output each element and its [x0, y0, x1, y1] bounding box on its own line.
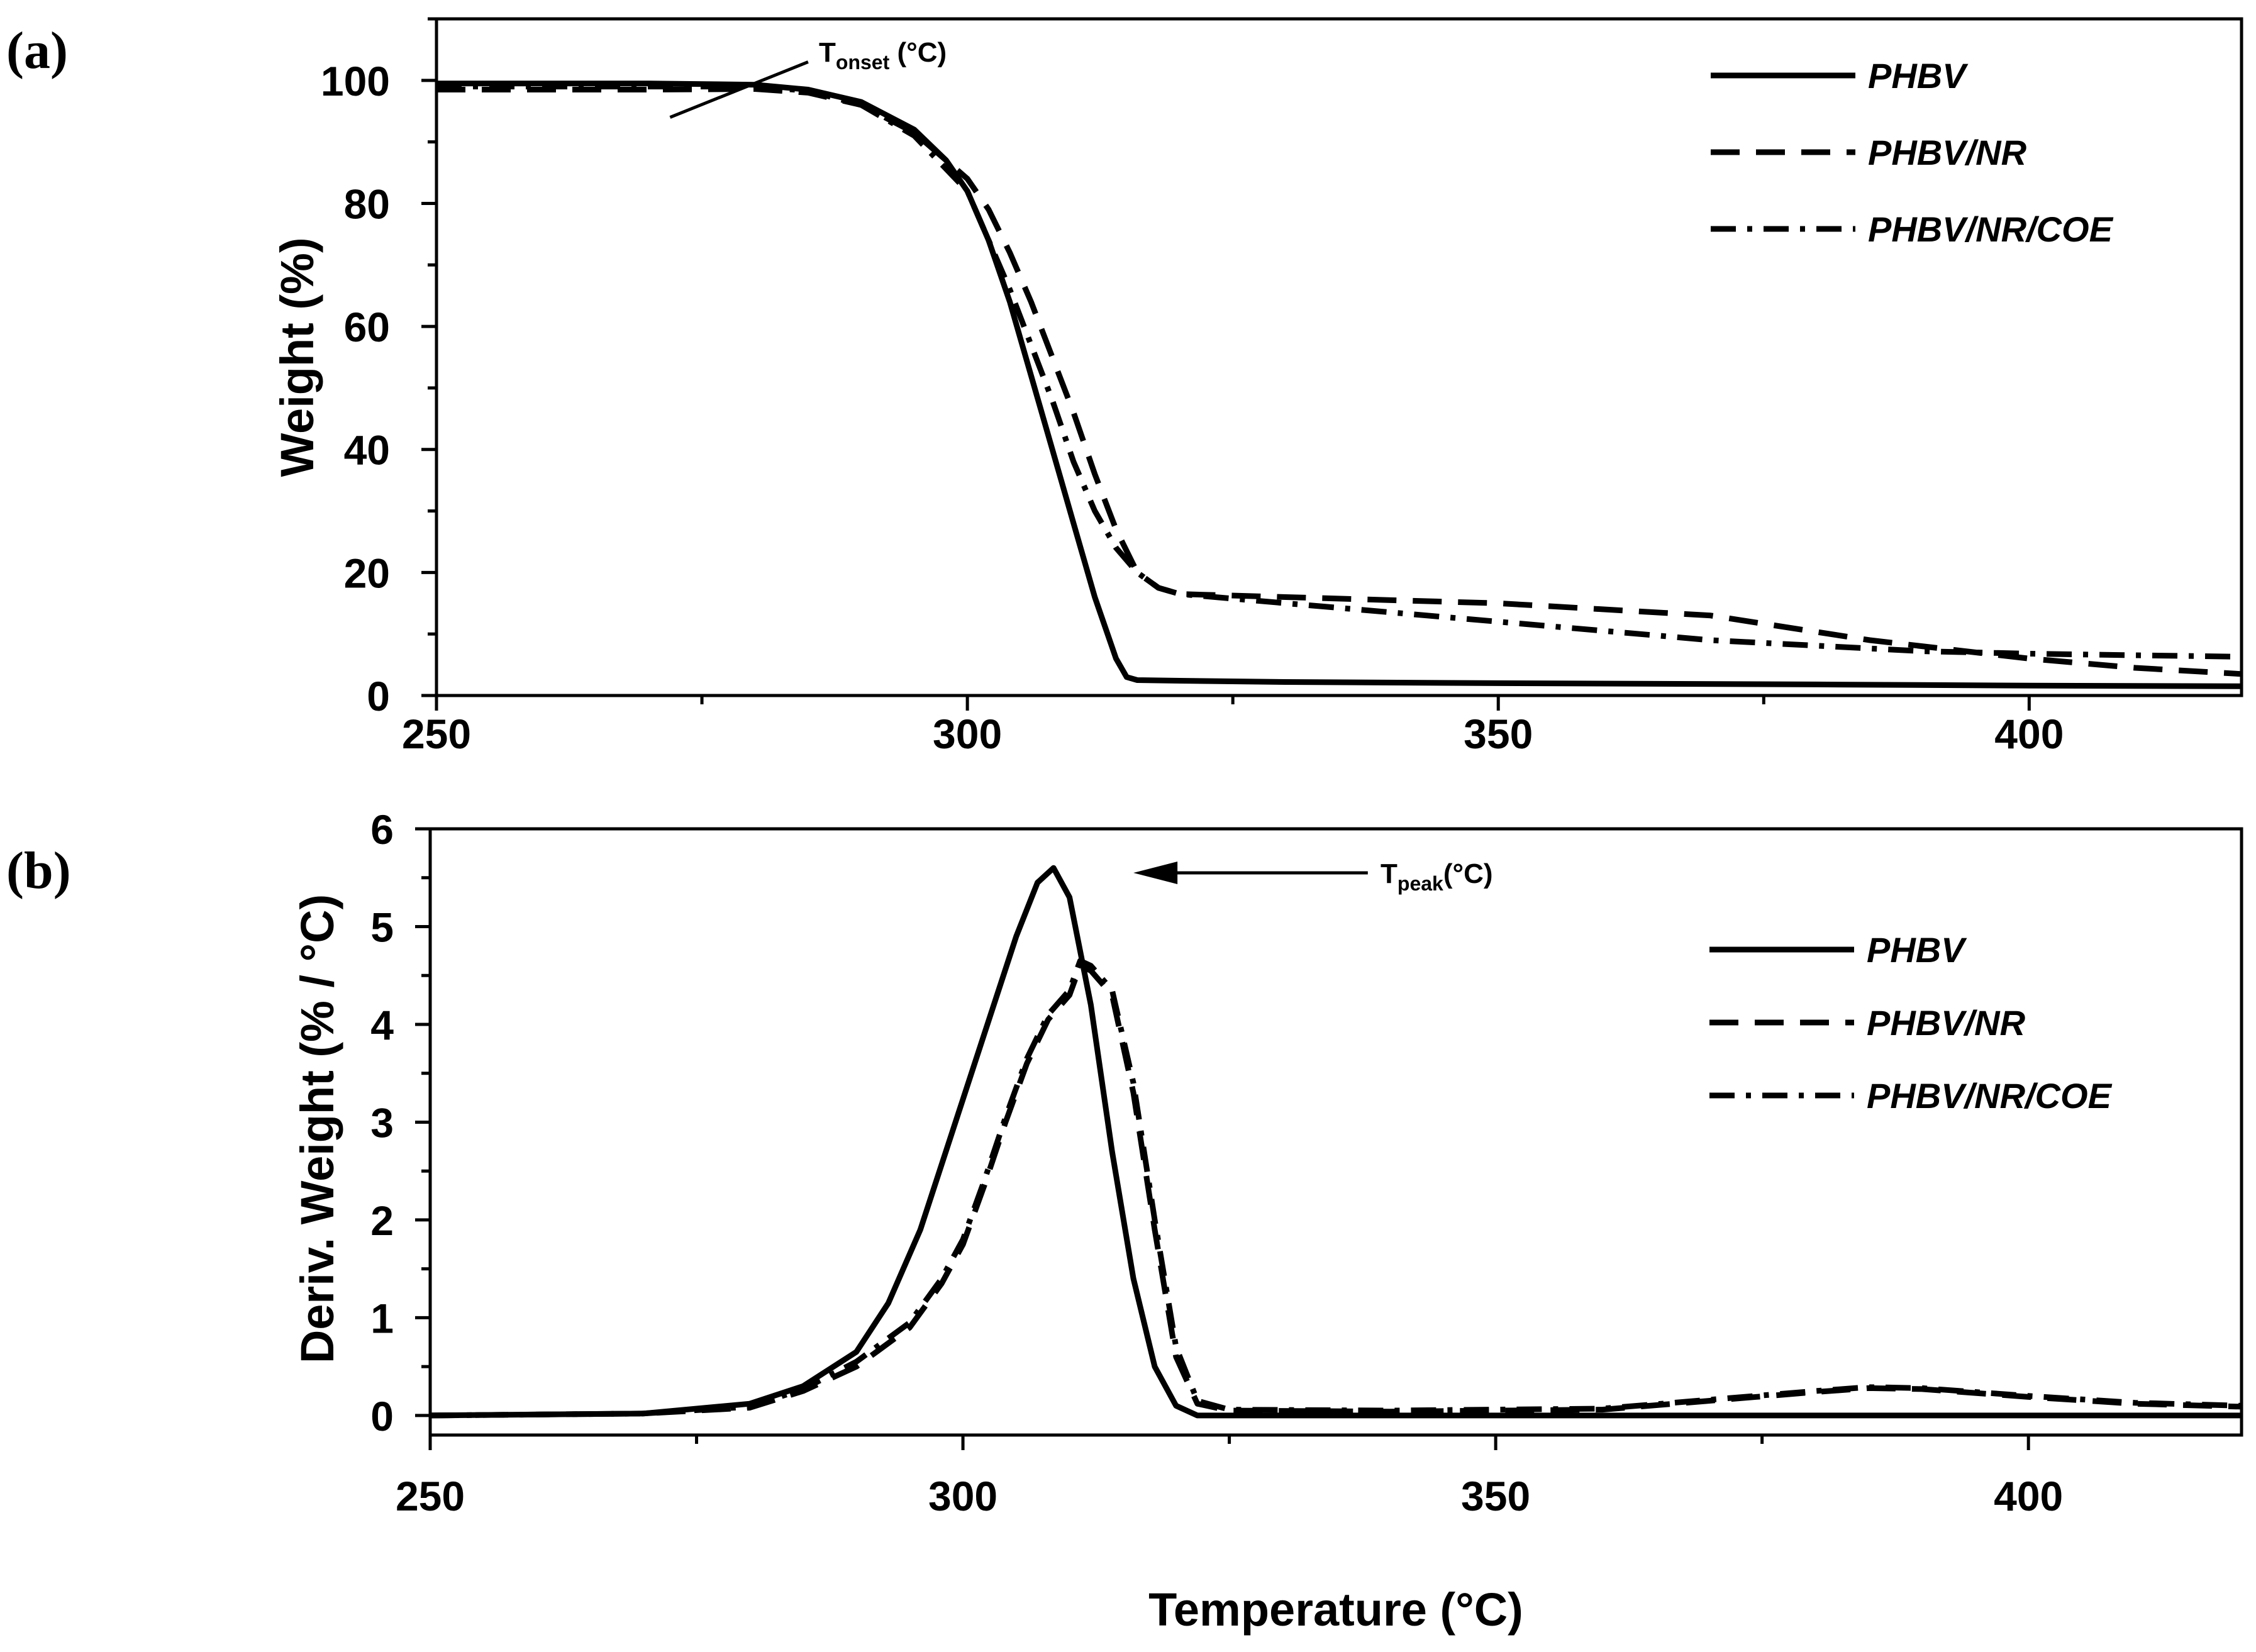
series-line-dashed — [430, 963, 2242, 1419]
onset-annotation: Tonset (°C) — [669, 37, 947, 119]
panel-b-derivative-chart: (b) 250 300 350 400 0 1 2 3 4 5 6 Deriv. Weight (%… — [6, 806, 2243, 1636]
legend-entry-label: PHBV/NR — [1868, 133, 2027, 172]
panel-a-ticks: 250 300 350 400 0 20 40 60 80 100 — [321, 17, 2064, 757]
panel-a-y-axis-title: Weight (%) — [271, 238, 323, 477]
x-axis-title: Temperature (°C) — [1148, 1583, 1523, 1636]
y-tick-label: 20 — [344, 550, 390, 596]
x-tick-label: 350 — [1464, 711, 1533, 757]
onset-tangent-line — [669, 60, 809, 119]
x-tick-label: 300 — [928, 1473, 997, 1519]
y-tick-label: 5 — [370, 904, 394, 950]
legend-entry-label: PHBV/NR — [1867, 1003, 2026, 1043]
panel-b-y-axis-title: Deriv. Weight (% / °C) — [291, 894, 343, 1363]
panel-b-series — [430, 865, 2242, 1419]
y-tick-label: 3 — [370, 1099, 394, 1146]
x-tick-label: 400 — [1994, 1473, 2063, 1519]
panel-b-frame — [428, 827, 2243, 1437]
panel-a-legend: PHBV PHBV/NR PHBV/NR/COE — [1711, 56, 2114, 249]
y-tick-label: 0 — [370, 1393, 394, 1439]
legend-entry-label: PHBV/NR/COE — [1867, 1076, 2113, 1116]
legend-entry-label: PHBV/NR/COE — [1868, 209, 2114, 249]
series-line-dashed — [436, 86, 2242, 677]
y-tick-label: 60 — [344, 304, 390, 350]
panel-b-legend: PHBV PHBV/NR PHBV/NR/COE — [1709, 930, 2113, 1116]
peak-arrow-head — [1133, 861, 1178, 884]
y-tick-label: 80 — [344, 180, 390, 227]
panel-a-label: (a) — [6, 21, 68, 80]
x-tick-label: 350 — [1461, 1473, 1530, 1519]
series-line-solid — [430, 865, 2242, 1419]
peak-label: Tpeak(°C) — [1381, 858, 1493, 895]
y-tick-label: 6 — [370, 806, 394, 853]
panel-a-frame — [435, 17, 2243, 697]
y-tick-label: 1 — [370, 1295, 394, 1341]
x-tick-label: 300 — [933, 711, 1002, 757]
series-line-dashdot — [430, 958, 2242, 1419]
x-tick-label: 400 — [1994, 711, 2064, 757]
y-tick-label: 100 — [321, 58, 390, 104]
legend-entry-label: PHBV — [1867, 930, 1967, 970]
panel-b-label: (b) — [6, 841, 71, 900]
y-tick-label: 4 — [370, 1002, 394, 1048]
series-line-dashdot — [436, 84, 2242, 660]
peak-annotation: Tpeak(°C) — [1133, 858, 1493, 895]
onset-label: Tonset (°C) — [819, 37, 947, 74]
y-tick-label: 40 — [344, 427, 390, 474]
legend-entry-label: PHBV — [1868, 56, 1969, 96]
panel-a-series — [436, 80, 2242, 689]
y-tick-label: 2 — [370, 1197, 394, 1244]
x-tick-label: 250 — [402, 711, 471, 757]
y-tick-label: 0 — [367, 673, 390, 719]
x-tick-label: 250 — [396, 1473, 465, 1519]
